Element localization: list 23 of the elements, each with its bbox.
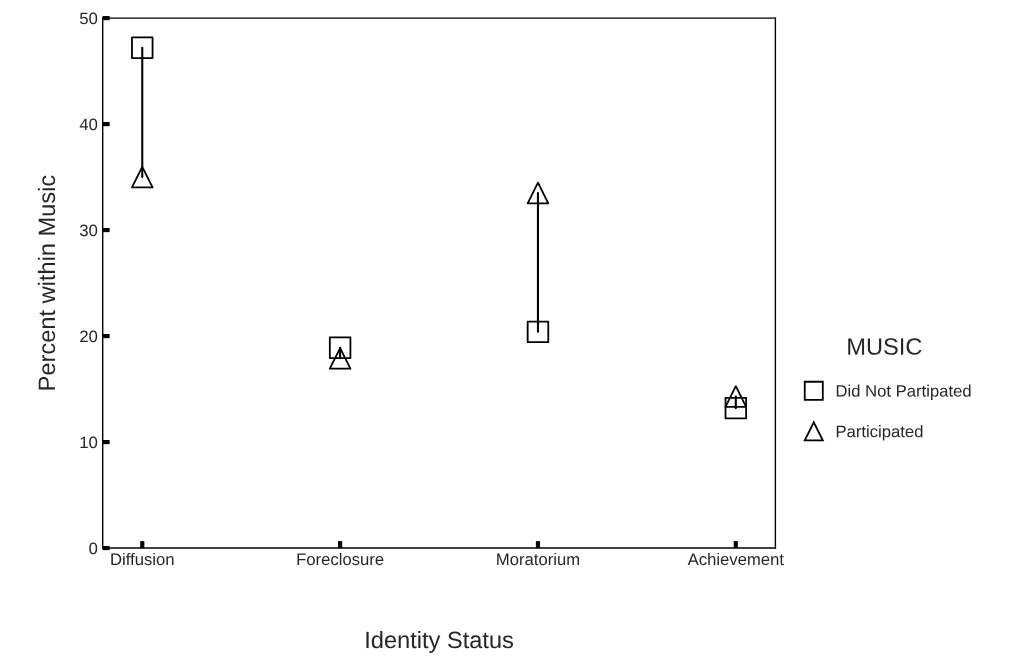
y-tick-label: 40	[79, 118, 98, 131]
point	[724, 396, 748, 420]
y-axis-title: Percent within Music	[37, 175, 56, 390]
x-axis-title: Identity Status	[366, 630, 514, 653]
x-tick-label: Achievement	[687, 552, 784, 566]
x-tick-label: Foreclosure	[297, 552, 384, 566]
legend-title: MUSIC	[848, 338, 922, 355]
y-tick-label: 10	[80, 436, 98, 449]
point	[328, 336, 352, 359]
x-tick-label: Moratorium	[497, 552, 580, 566]
y-tick-label: 20	[80, 330, 98, 343]
y-tick-label: 0	[89, 542, 98, 555]
point	[328, 347, 352, 370]
point	[724, 385, 748, 408]
y-tick-label: 30	[79, 224, 98, 237]
x-tick-label: Diffusion	[111, 552, 174, 566]
legend-label: Did Not Partipated	[836, 384, 971, 401]
point	[526, 320, 550, 344]
y-tick-label: 50	[79, 12, 98, 25]
point	[131, 165, 154, 189]
point	[526, 181, 550, 205]
legend-label: Participated	[836, 425, 923, 441]
point	[131, 36, 154, 59]
